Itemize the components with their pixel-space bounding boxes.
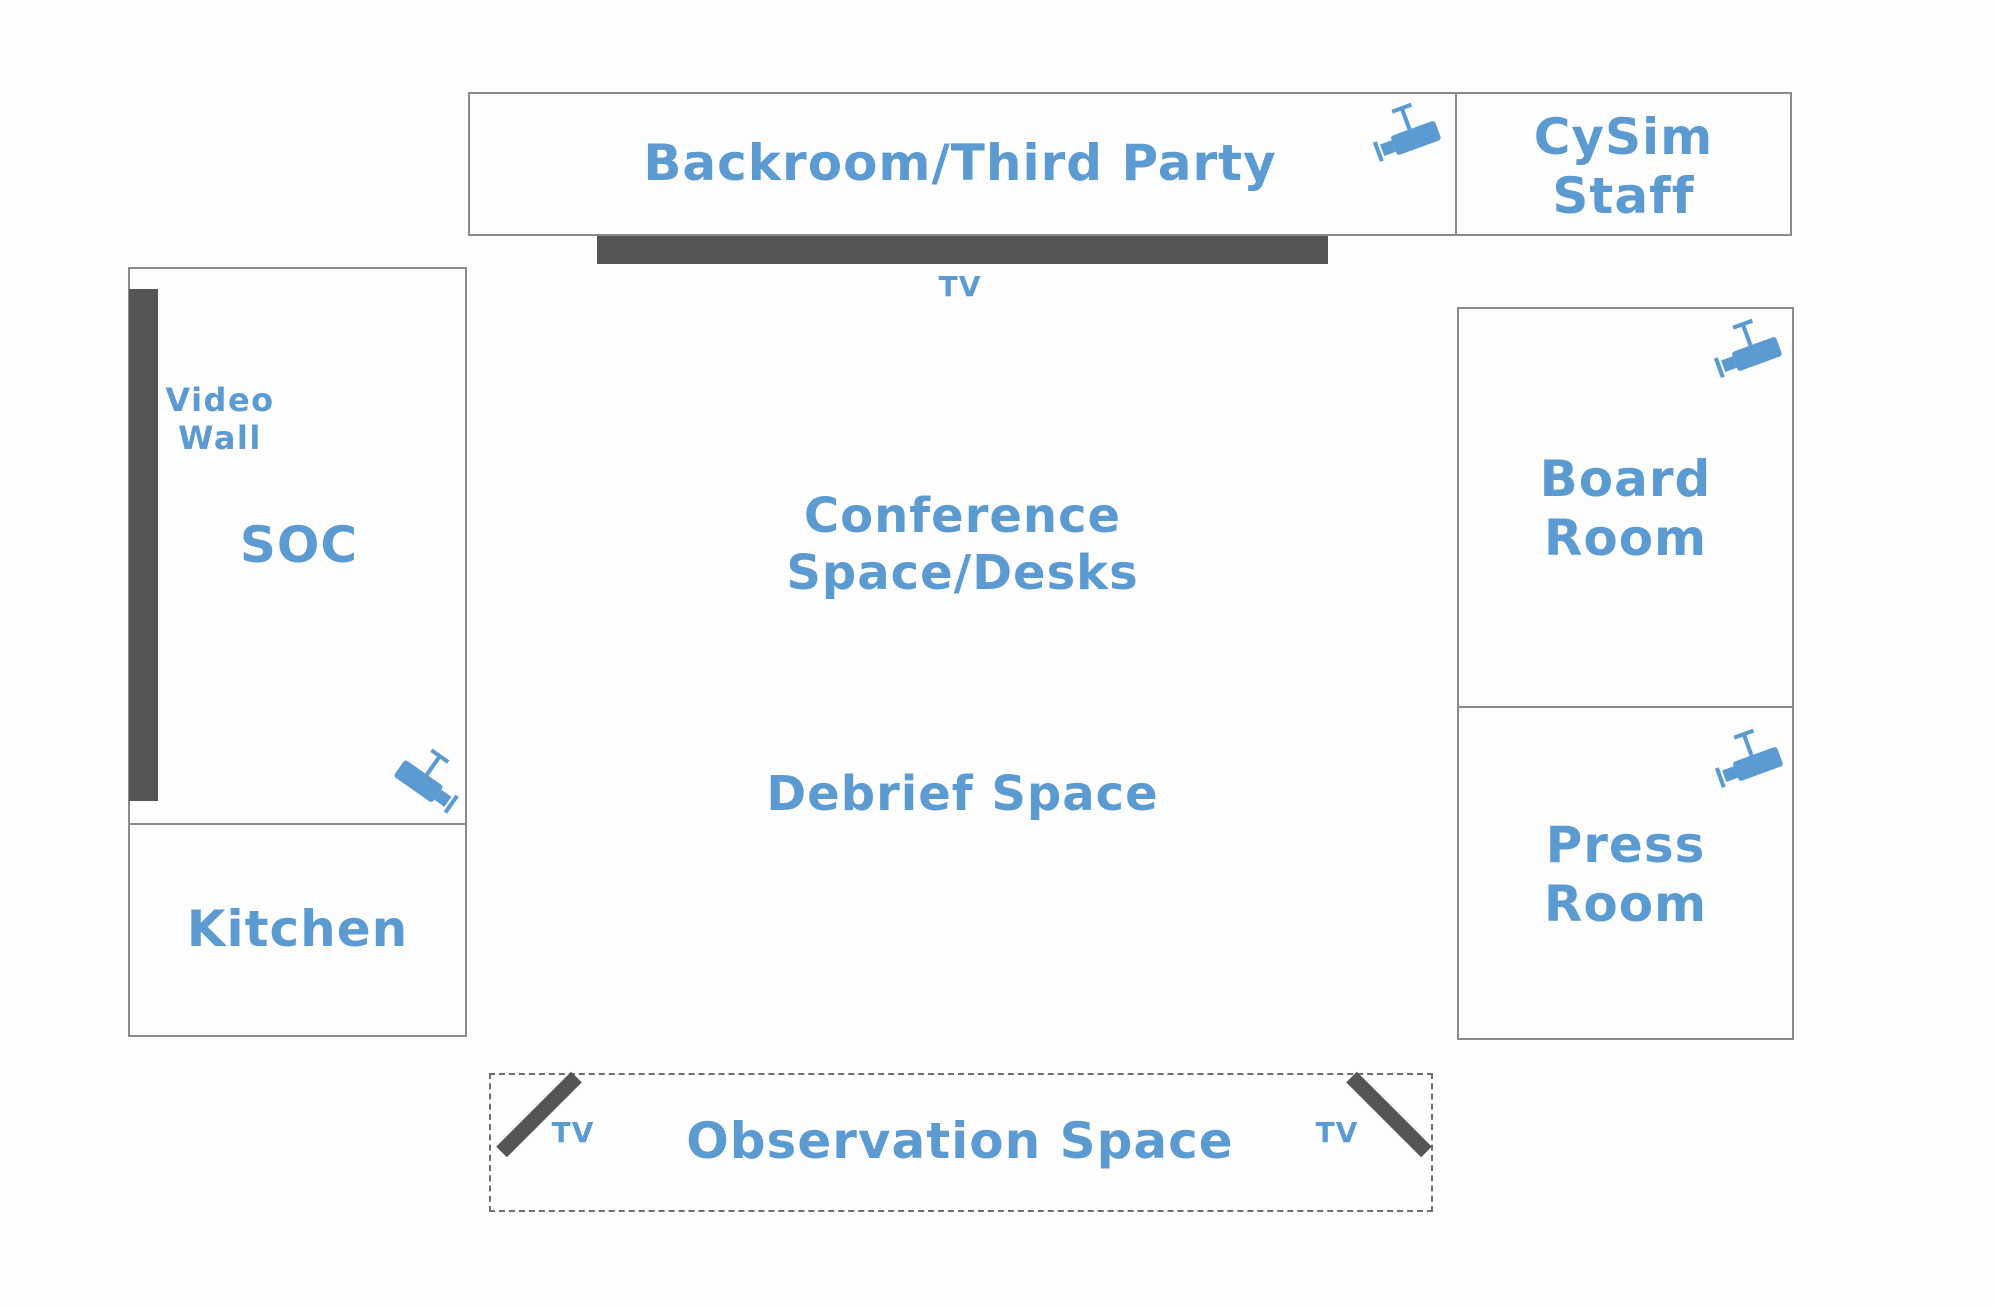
security-camera-icon [1713,314,1795,396]
cysim-staff-room [1455,92,1792,236]
board-room-label: Board Room [1539,450,1712,567]
tv-label-observation-left: TV [551,1116,595,1149]
observation-label: Observation Space [686,1112,1234,1170]
conference-label: Conference Space/Desks [786,488,1139,601]
kitchen-label: Kitchen [186,900,409,958]
press-room-label: Press Room [1543,816,1708,933]
security-camera-icon [1714,724,1796,806]
soc-label: SOC [239,516,359,574]
video-wall-bar [129,289,158,801]
security-camera-icon [380,742,462,824]
security-camera-icon [1372,98,1454,180]
debrief-label: Debrief Space [766,766,1159,822]
cysim-staff-label: CySim Staff [1533,108,1714,225]
tv-bar-top [597,236,1328,264]
observation-space [489,1073,1433,1212]
tv-label-observation-right: TV [1315,1116,1359,1149]
kitchen-room [128,823,467,1037]
tv-label-top: TV [938,270,982,303]
video-wall-label: Video Wall [165,381,275,457]
press-room [1457,706,1794,1040]
backroom-label: Backroom/Third Party [643,134,1277,192]
